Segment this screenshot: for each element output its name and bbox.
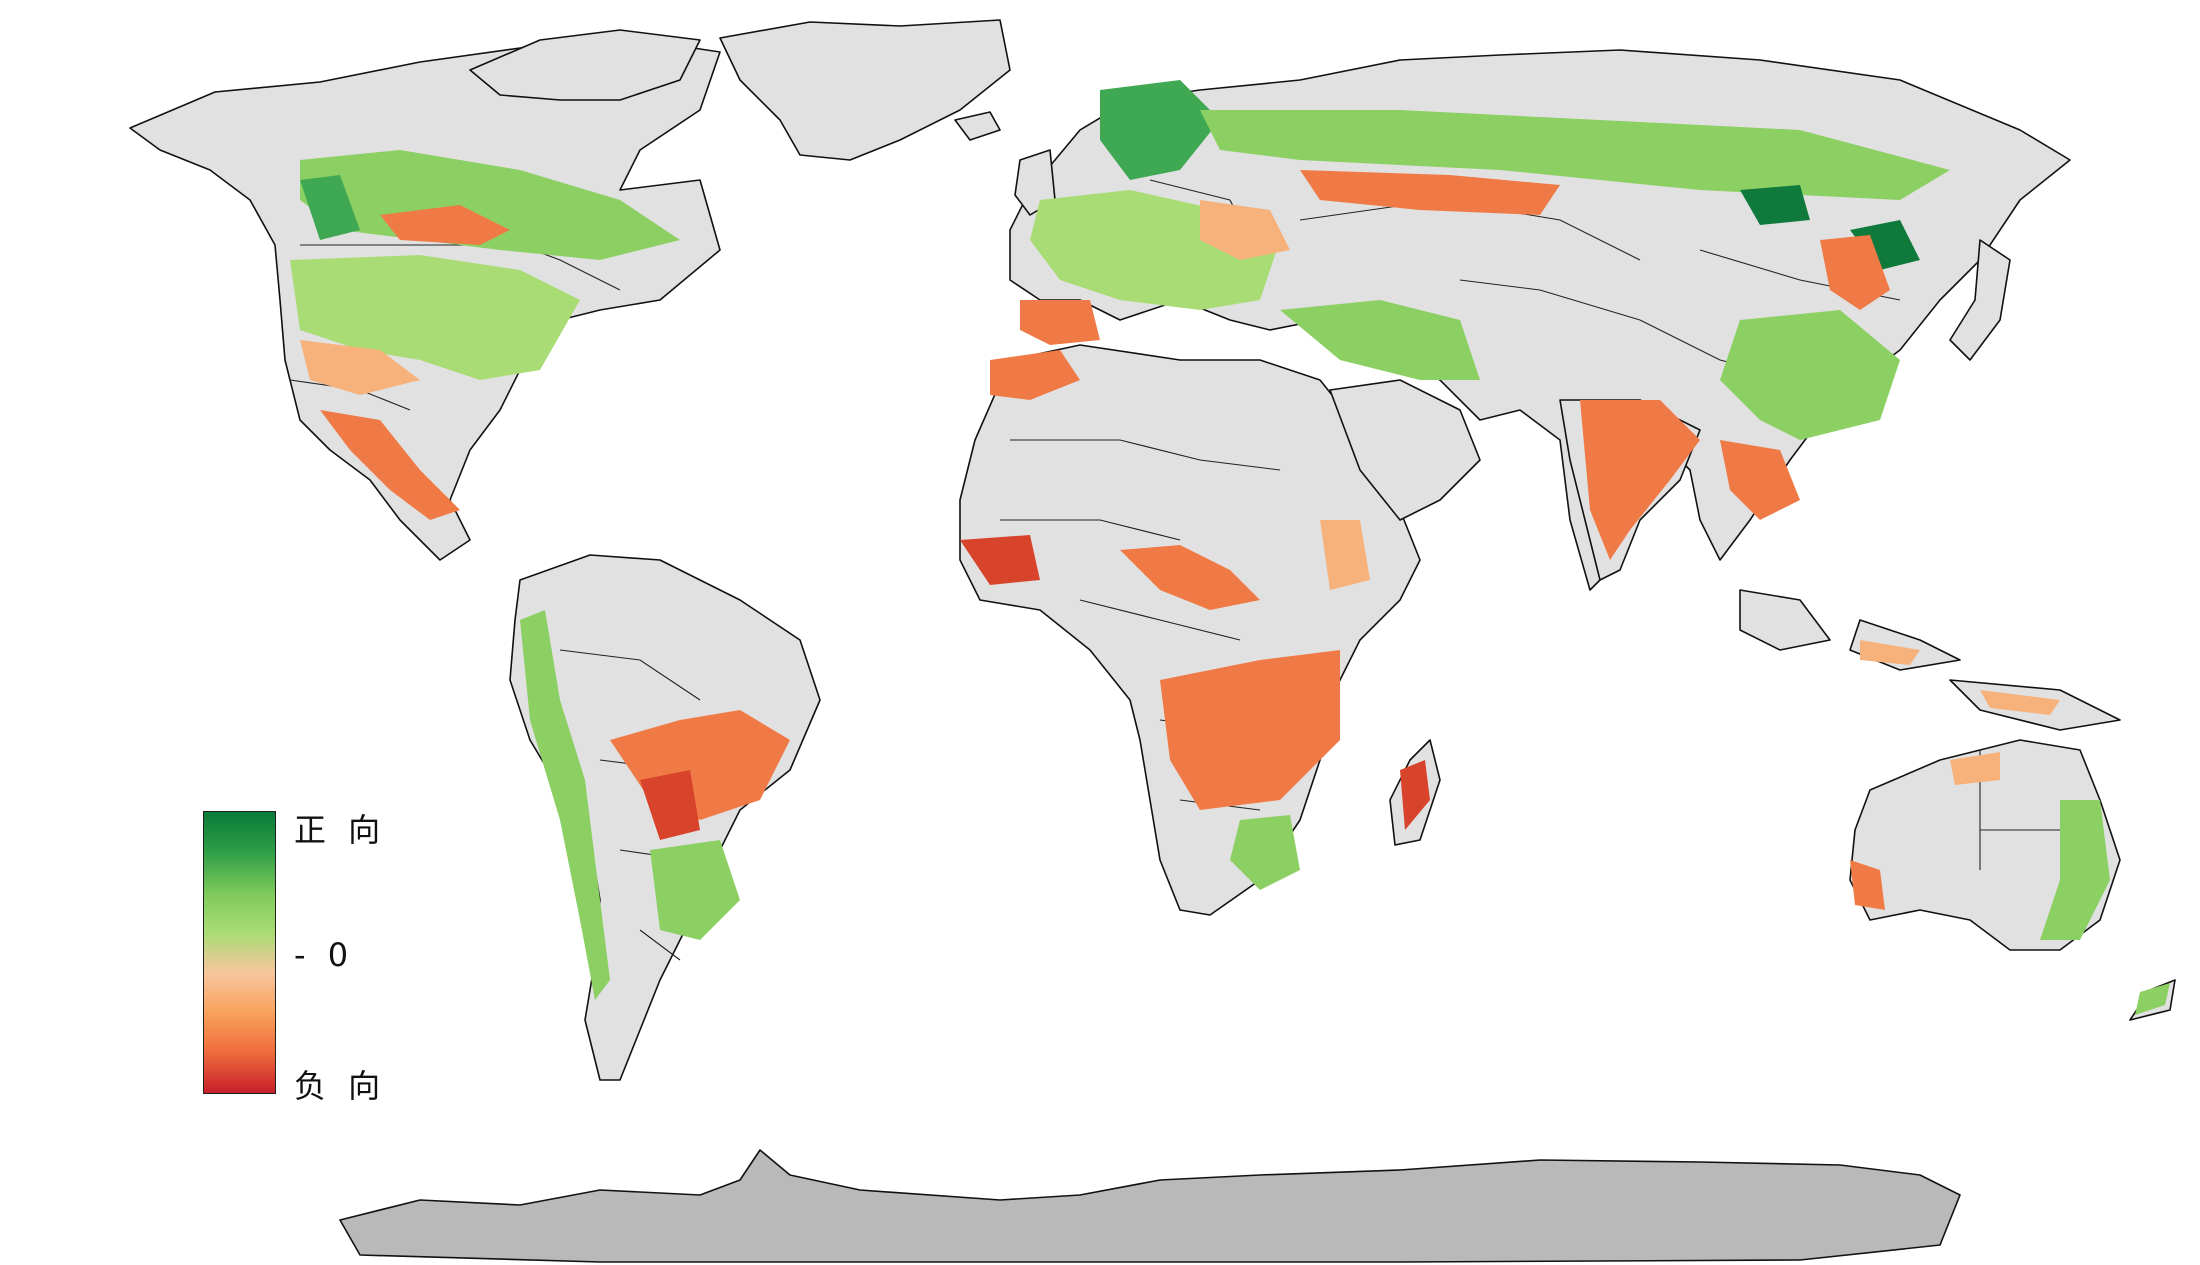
trend-patches — [290, 80, 2170, 1015]
patch-indonesia-negative — [1860, 640, 2060, 715]
color-scale-legend: 正 向 - 0 负 向 — [203, 811, 383, 1105]
patch-south-brazil-positive — [650, 840, 740, 940]
patch-madagascar-negative — [1400, 760, 1430, 830]
patch-central-africa-negative — [1120, 545, 1260, 610]
patch-southern-africa-negative — [1160, 650, 1340, 810]
patch-turkey-iran-positive — [1280, 300, 1480, 380]
patch-australia-east-positive — [2040, 800, 2110, 940]
patch-mexico-negative — [320, 410, 460, 520]
patch-canada-west-dark — [300, 175, 360, 240]
legend-label-zero: - 0 — [294, 936, 355, 974]
legend-label-negative: 负 向 — [294, 1067, 387, 1105]
patch-australia-north-negative — [1950, 752, 2000, 785]
patch-iberia-negative — [1020, 300, 1100, 345]
patch-canada-prairie-negative — [380, 205, 510, 245]
greenland-landmass — [719, 19, 1011, 161]
patch-brazil-dark-negative — [640, 770, 700, 840]
patch-china-positive — [1720, 310, 1900, 440]
patch-russia-south-negative — [1300, 170, 1560, 215]
patch-east-africa-mixed — [1320, 520, 1370, 590]
japan-landmass — [1949, 239, 2011, 361]
patch-australia-southwest-negative — [1850, 860, 1885, 910]
patch-east-europe-negative — [1200, 200, 1290, 260]
legend-label-positive: 正 向 — [294, 811, 387, 849]
patch-china-northeast-negative — [1820, 235, 1890, 310]
color-scale-bar — [203, 811, 276, 1094]
africa-borders — [1000, 439, 1301, 811]
patch-usa-southwest-negative — [300, 340, 420, 395]
arabia-landmass — [1329, 379, 1481, 521]
patch-north-africa-negative — [990, 350, 1080, 400]
patch-india-negative — [1580, 400, 1700, 560]
antarctica-landmass — [339, 1149, 1961, 1263]
patch-west-africa-negative — [960, 535, 1040, 585]
patch-southeast-asia-negative — [1720, 440, 1800, 520]
canadian-arctic-islands — [469, 29, 701, 101]
patch-south-africa-positive — [1230, 815, 1300, 890]
southeast-asia-islands — [1739, 589, 2121, 731]
patch-new-zealand-positive — [2135, 983, 2170, 1015]
patch-andes-positive — [520, 610, 610, 1000]
patch-russia-north-positive — [1200, 110, 1950, 200]
patch-scandinavia-positive — [1100, 80, 1220, 180]
iceland-landmass — [954, 111, 1001, 141]
